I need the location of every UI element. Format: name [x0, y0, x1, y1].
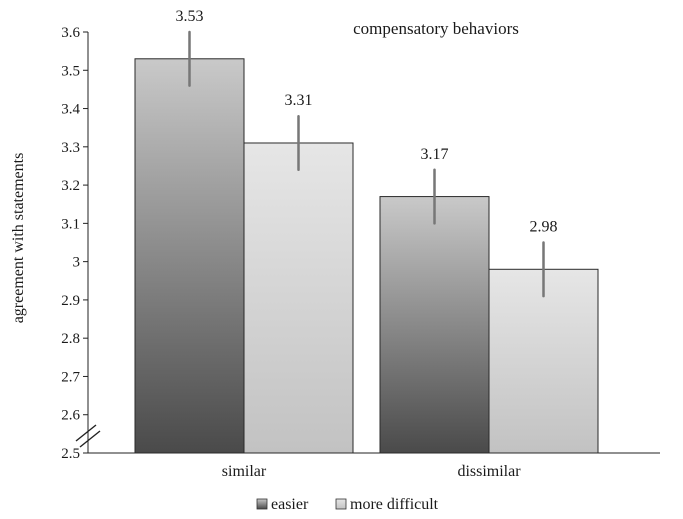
- legend: easier more difficult: [256, 496, 439, 513]
- y-tick-label: 3.2: [61, 178, 80, 194]
- chart-title: compensatory behaviors: [353, 19, 519, 38]
- x-tick-label: dissimilar: [457, 463, 521, 480]
- legend-swatch-more-difficult: [335, 498, 347, 510]
- y-tick-label: 2.7: [61, 369, 80, 385]
- y-tick-label: 3.1: [61, 216, 80, 232]
- legend-swatch-easier: [256, 498, 268, 510]
- bars-group: 3.53 3.17 3.31 2.98: [134, 8, 599, 454]
- legend-label-easier: easier: [271, 496, 309, 513]
- data-label: 2.98: [530, 219, 558, 236]
- y-tick-label: 3.5: [61, 63, 80, 79]
- x-axis: similar dissimilar: [222, 463, 521, 480]
- data-label: 3.17: [421, 146, 449, 163]
- y-tick-label: 3.3: [61, 140, 80, 156]
- y-tick-label: 2.5: [61, 446, 80, 462]
- data-label: 3.53: [176, 8, 204, 25]
- y-tick-label: 3.4: [61, 102, 80, 118]
- axis-break-marker: [75, 424, 101, 448]
- bar-easier-similar: [134, 58, 245, 454]
- y-axis: 2.5 2.6 2.7 2.8 2.9 3 3.1 3.2 3.3 3.4 3.5 3.6: [61, 25, 88, 462]
- legend-label-more-difficult: more difficult: [350, 496, 439, 513]
- y-tick-label: 3: [73, 255, 81, 271]
- data-label: 3.31: [285, 92, 313, 109]
- y-tick-label: 2.6: [61, 408, 80, 424]
- y-axis-label: agreement with statements: [10, 153, 27, 324]
- bar-more-difficult-similar: [243, 142, 354, 454]
- x-tick-label: similar: [222, 463, 267, 480]
- bar-easier-dissimilar: [379, 196, 490, 454]
- y-tick-label: 2.9: [61, 293, 80, 309]
- y-tick-label: 3.6: [61, 25, 80, 41]
- y-tick-label: 2.8: [61, 331, 80, 347]
